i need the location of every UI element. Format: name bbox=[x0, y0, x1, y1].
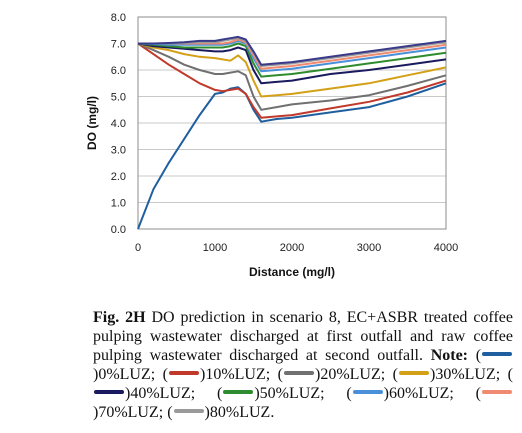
x-tick-label: 3000 bbox=[357, 242, 381, 254]
y-tick-label: 5.0 bbox=[111, 92, 126, 104]
y-axis-title: DO (mg/l) bbox=[85, 96, 99, 150]
caption-legend-item: ()0%LUZ; bbox=[93, 347, 513, 383]
legend-label: 10%LUZ bbox=[205, 366, 266, 383]
legend-swatch bbox=[223, 390, 254, 395]
series-line-10pct-luz bbox=[137, 42, 447, 119]
legend-label: 50%LUZ bbox=[259, 385, 321, 402]
caption-legend-item: ()30%LUZ; bbox=[392, 366, 508, 383]
y-tick-label: 1.0 bbox=[111, 198, 126, 210]
legend-swatch bbox=[284, 371, 314, 376]
legend-swatch bbox=[94, 390, 124, 395]
y-tick-label: 6.0 bbox=[111, 65, 126, 77]
series-line-30pct-luz bbox=[137, 42, 447, 98]
legend-swatch bbox=[169, 371, 199, 376]
legend-label: 60%LUZ bbox=[388, 385, 450, 402]
legend-label: 30%LUZ bbox=[435, 366, 496, 383]
axes bbox=[137, 16, 447, 230]
y-tick-labels: 0.0 1.0 2.0 3.0 4.0 5.0 6.0 7.0 8.0 bbox=[111, 12, 126, 236]
caption-legend-item: ()60%LUZ; bbox=[346, 385, 476, 402]
caption-legend-item: ()80%LUZ. bbox=[167, 404, 275, 421]
caption-legend: ()0%LUZ; ()10%LUZ; ()20%LUZ; ()30%LUZ; (… bbox=[93, 347, 513, 421]
x-tick-label: 0 bbox=[135, 242, 141, 254]
x-axis-title: Distance (mg/l) bbox=[249, 265, 335, 279]
legend-label: 20%LUZ bbox=[320, 366, 381, 383]
series-line-unnamed-9 bbox=[138, 35, 447, 66]
y-tick-label: 0.0 bbox=[111, 224, 126, 236]
legend-swatch bbox=[173, 409, 204, 414]
x-tick-label: 1000 bbox=[203, 242, 227, 254]
legend-label: 40%LUZ bbox=[130, 385, 191, 402]
series-line-20pct-luz bbox=[137, 42, 447, 111]
y-tick-label: 4.0 bbox=[111, 118, 126, 130]
legend-swatch bbox=[482, 352, 513, 357]
x-tick-label: 2000 bbox=[280, 242, 304, 254]
note-label: Note: bbox=[430, 347, 468, 364]
legend-swatch bbox=[481, 390, 512, 395]
series-line-60pct-luz bbox=[137, 39, 447, 73]
legend-label: 70%LUZ bbox=[98, 404, 159, 421]
caption-legend-item: ()50%LUZ; bbox=[217, 385, 347, 402]
caption-text: DO prediction in scenario 8, EC+ASBR tre… bbox=[93, 309, 514, 364]
series-line-50pct-luz bbox=[137, 42, 447, 78]
caption-legend-item: ()70%LUZ; bbox=[93, 385, 513, 421]
legend-label: 80%LUZ bbox=[209, 404, 271, 421]
caption-legend-item: ()20%LUZ; bbox=[277, 366, 393, 383]
caption-legend-item: ()40%LUZ; bbox=[93, 366, 513, 402]
do-prediction-chart: 0.0 1.0 2.0 3.0 4.0 5.0 6.0 7.0 8.0 0 1000 2000 300… bbox=[85, 12, 458, 279]
x-tick-label: 4000 bbox=[434, 242, 458, 254]
y-tick-label: 2.0 bbox=[111, 171, 126, 183]
y-tick-label: 7.0 bbox=[111, 39, 126, 51]
legend-label: 0%LUZ bbox=[98, 366, 151, 383]
y-tick-label: 3.0 bbox=[111, 145, 126, 157]
legend-swatch bbox=[399, 371, 429, 376]
figure-caption: Fig. 2H DO prediction in scenario 8, EC+… bbox=[93, 308, 513, 422]
caption-legend-item: ()10%LUZ; bbox=[162, 366, 278, 383]
legend-swatch bbox=[352, 390, 383, 395]
series-line-40pct-luz bbox=[137, 42, 447, 85]
x-tick-labels: 0 1000 2000 3000 4000 bbox=[135, 242, 458, 254]
y-tick-label: 8.0 bbox=[111, 12, 126, 24]
series-lines bbox=[137, 35, 447, 230]
plot-frame bbox=[137, 16, 447, 230]
figure-label: Fig. 2H bbox=[93, 309, 146, 326]
